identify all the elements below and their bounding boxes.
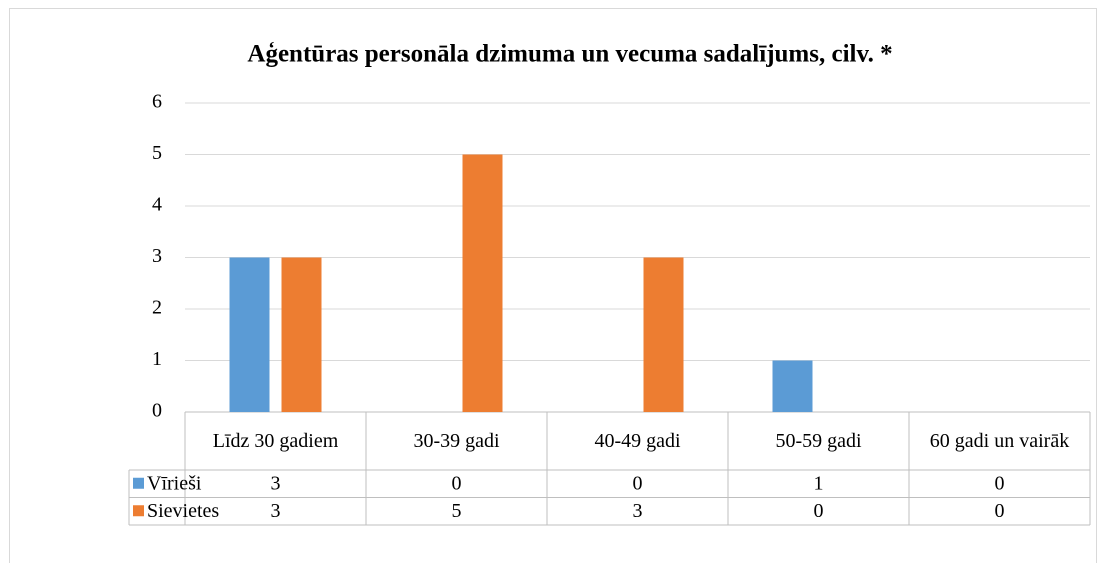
x-tick-label-box: 40-49 gadi (594, 430, 681, 452)
table-value: 3 (633, 500, 643, 522)
x-tick-label: 40-49 gadi (594, 430, 681, 452)
table-value: 3 (271, 500, 281, 522)
x-tick-label: 50-59 gadi (775, 430, 862, 452)
legend-label: Vīrieši (147, 472, 202, 494)
table-value: 5 (452, 500, 462, 522)
x-tick-label-box: 50-59 gadi (775, 430, 862, 452)
legend-swatch (133, 477, 144, 489)
x-tick-label-box: 30-39 gadi (413, 430, 500, 452)
y-tick-label: 4 (152, 194, 162, 216)
x-tick-label: 30-39 gadi (413, 430, 500, 452)
y-tick-label: 5 (152, 142, 162, 164)
x-tick-label: 60 gadi un vairāk (929, 430, 1070, 452)
table-value: 0 (995, 472, 1005, 494)
y-tick-label: 2 (152, 297, 162, 319)
chart-border (9, 8, 1097, 568)
chart-title: Aģentūras personāla dzimuma un vecuma sa… (247, 41, 892, 68)
x-tick-label: Līdz 30 gadiem (212, 430, 339, 452)
bar (772, 360, 813, 412)
table-value: 0 (995, 500, 1005, 522)
x-tick-label-box: Līdz 30 gadiem (212, 430, 339, 452)
y-tick-label: 6 (152, 91, 162, 113)
table-value: 0 (452, 472, 462, 494)
legend-label: Sievietes (147, 500, 219, 522)
y-tick-label: 0 (152, 400, 162, 422)
bar (229, 257, 270, 412)
legend-swatch (133, 505, 144, 517)
y-tick-label: 3 (152, 245, 162, 267)
table-value: 1 (814, 472, 824, 494)
bar (643, 257, 684, 412)
bar (462, 154, 503, 412)
table-value: 0 (633, 472, 643, 494)
y-tick-label: 1 (152, 348, 162, 370)
table-value: 0 (814, 500, 824, 522)
table-value: 3 (271, 472, 281, 494)
bar (281, 257, 322, 412)
x-tick-label-box: 60 gadi un vairāk (929, 430, 1070, 452)
